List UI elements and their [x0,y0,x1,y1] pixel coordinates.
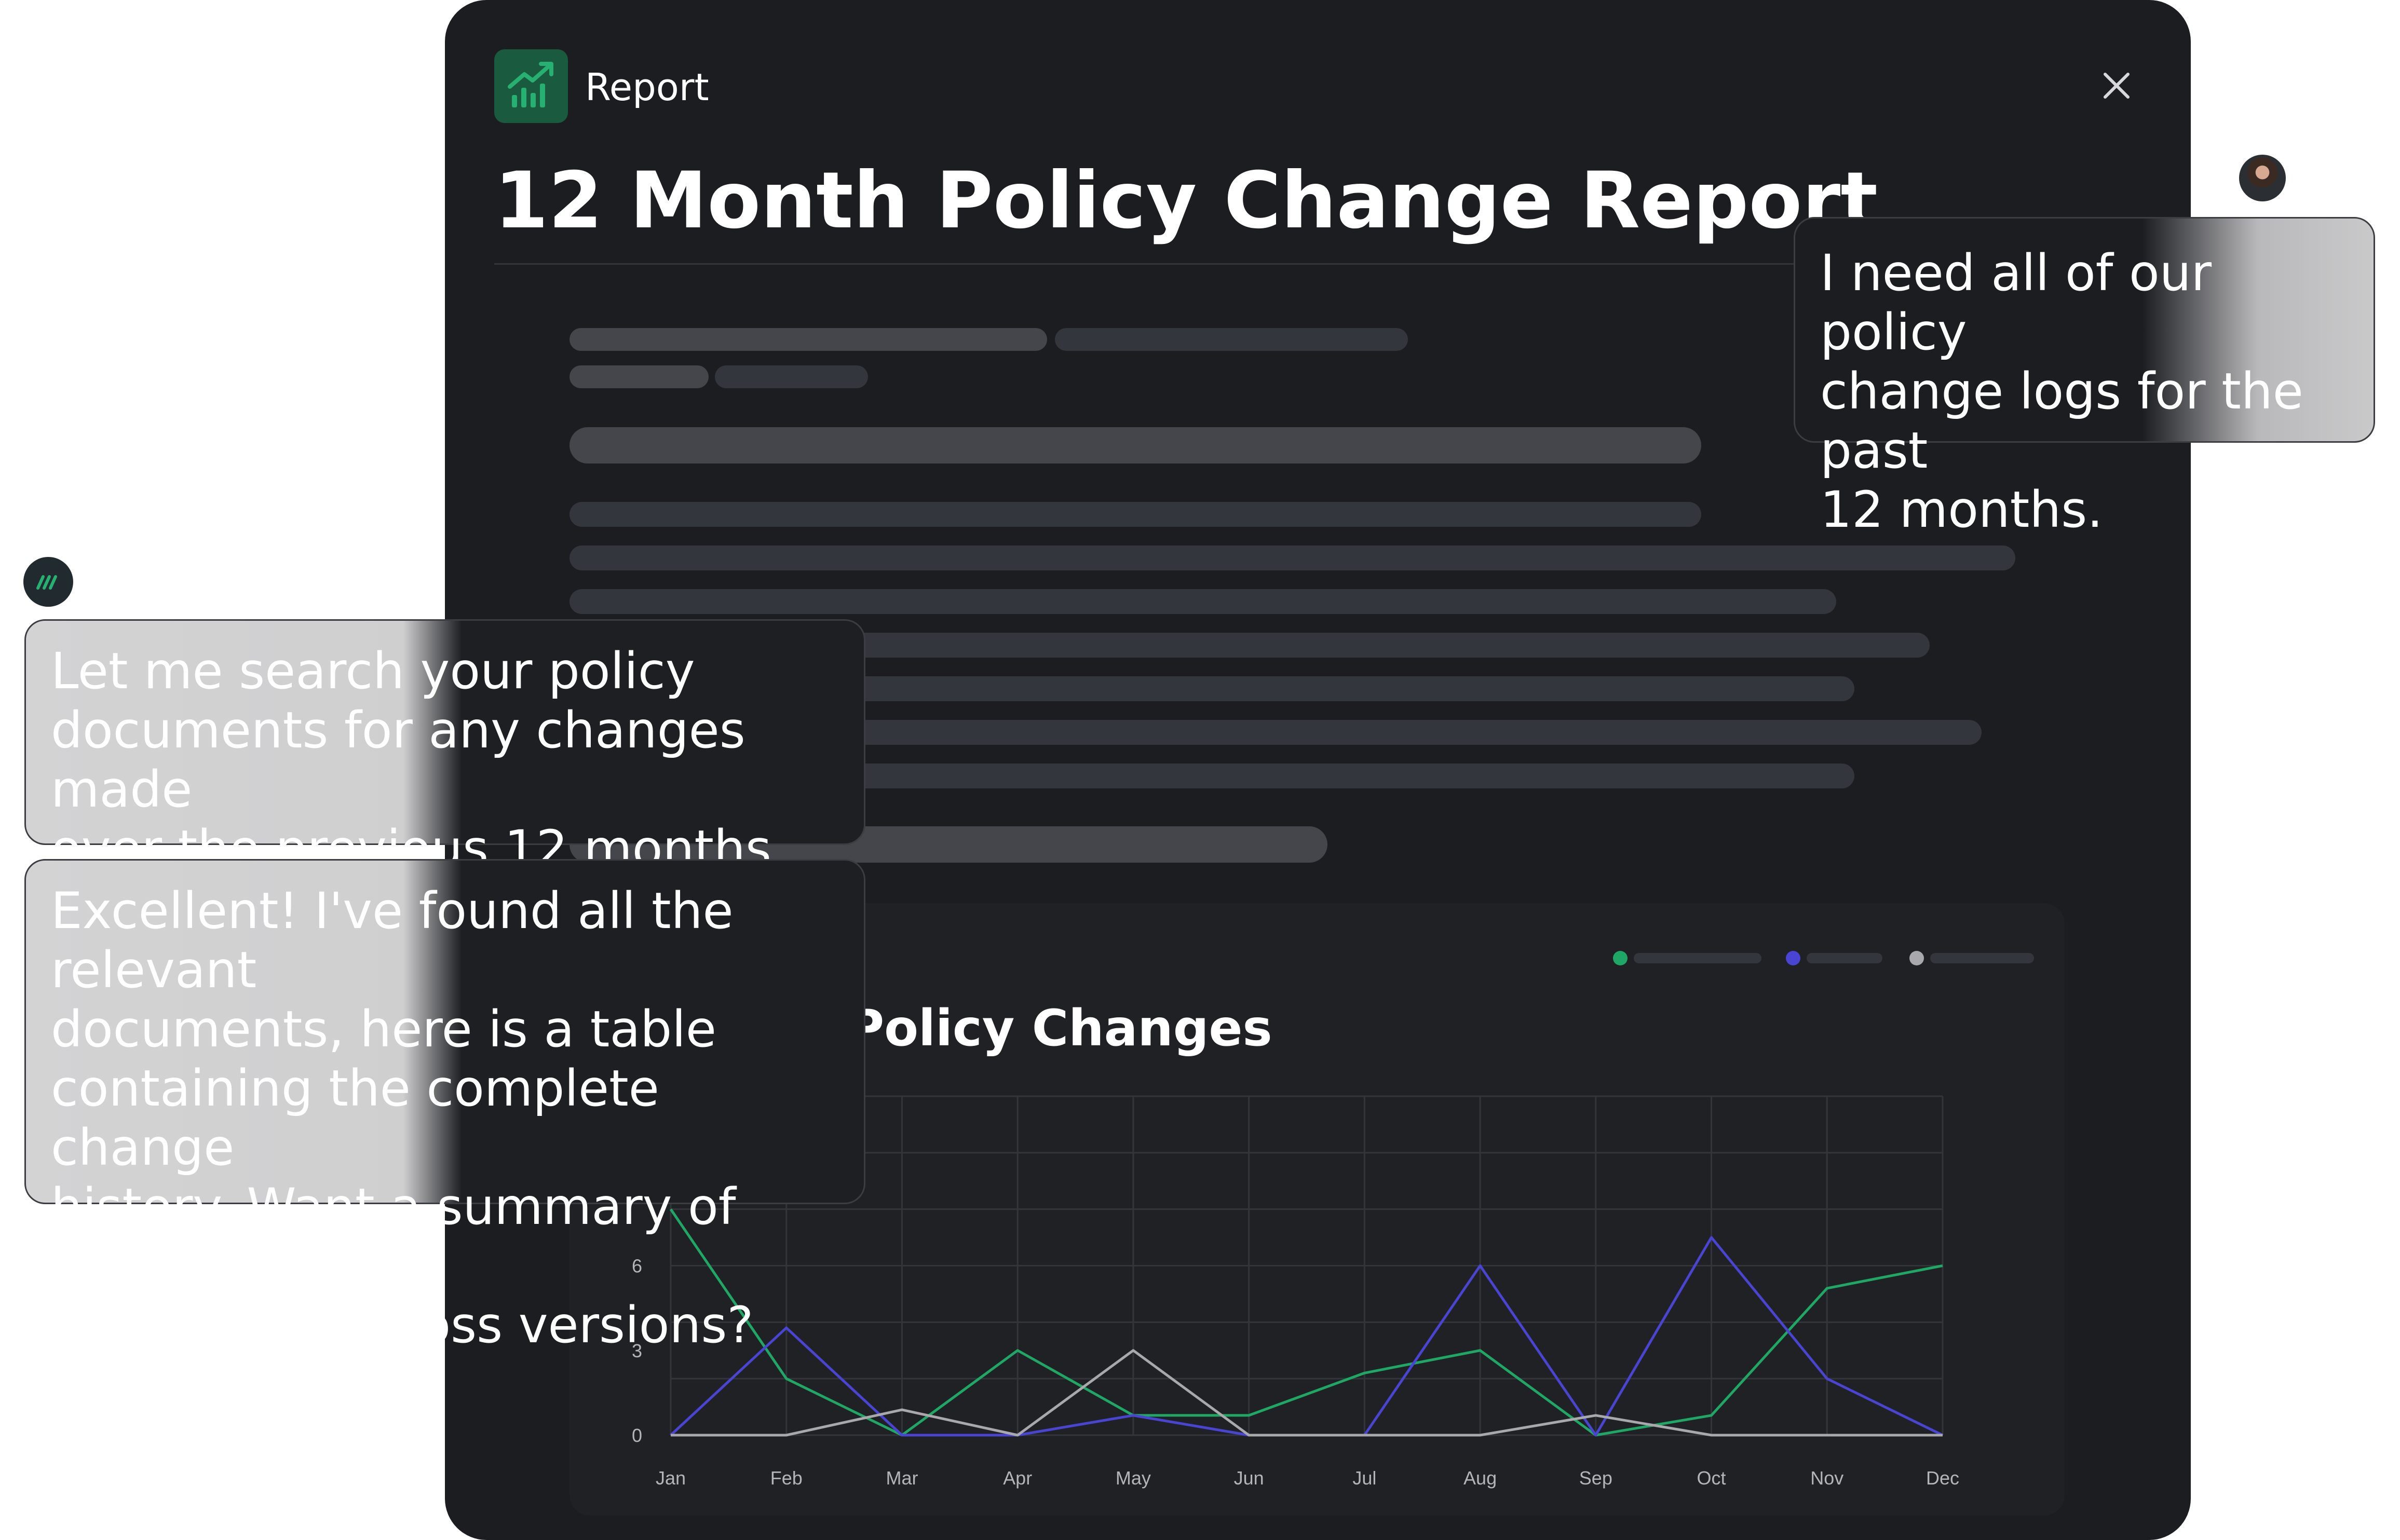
x-tick-label: Feb [770,1467,803,1489]
x-tick-label: Nov [1810,1467,1843,1489]
x-tick-label: Mar [886,1467,918,1489]
legend-dot-blue [1786,951,1800,965]
assistant-message-line: documents for any changes made [51,701,745,819]
header-label: Report [585,65,709,109]
series-line-3 [671,1349,1943,1437]
legend-dot-gray [1909,951,1924,965]
skeleton-line [715,365,868,388]
assistant-message-line: differences across versions? [51,1296,754,1354]
x-tick-label: Oct [1697,1467,1726,1489]
x-tick-label: Apr [1003,1467,1032,1489]
user-message-line: 12 months. [1820,481,2103,539]
user-avatar [2238,153,2287,203]
skeleton-line [570,365,709,388]
x-tick-label: Dec [1926,1467,1959,1489]
assistant-message-line: Let me search your policy [51,642,695,700]
skeleton-line [570,502,1701,527]
assistant-logo-icon [36,575,57,590]
close-button[interactable] [2101,70,2132,101]
legend-label-placeholder [1634,953,1761,963]
report-title: 12 Month Policy Change Report [494,156,1878,246]
skeleton-heading [570,427,1701,464]
close-icon [2104,73,2130,99]
x-tick-label: Aug [1463,1467,1497,1489]
y-tick-label: 0 [632,1425,642,1446]
assistant-message-line: Excellent! I've found all the relevant [51,882,734,999]
skeleton-line [570,546,2015,570]
user-message-line: change logs for the past [1820,362,2303,480]
x-tick-label: Jan [656,1467,686,1489]
assistant-message-bubble: Excellent! I've found all the relevant d… [24,859,865,1354]
assistant-avatar [23,557,73,607]
assistant-message-bubble: Let me search your policy documents for … [24,619,865,878]
x-tick-label: May [1116,1467,1151,1489]
line-chart: Jan Feb Mar Apr May Jun Jul Aug Sep Oct Nov Dec 0 3 6 [632,1095,1959,1489]
skeleton-line [570,589,1836,614]
header-divider [494,263,2139,265]
user-message-line: I need all of our policy [1820,244,2212,361]
trending-up-chart-icon [494,49,568,123]
y-tick-label: 3 [632,1340,642,1361]
chart-card: Dec 2025 Policy Changes Jan Feb Mar Apr May J… [570,903,2065,1516]
legend-label-placeholder [1807,953,1882,963]
series-line-1 [669,1208,1943,1437]
assistant-message-line: documents, here is a table [51,1000,716,1058]
assistant-message-line: history. Want a summary of key [51,1178,736,1295]
series-line-2 [670,1236,1944,1437]
skeleton-line [1055,328,1408,351]
legend-dot-green [1613,951,1628,965]
y-tick-label: 6 [632,1256,642,1277]
x-tick-label: Jul [1352,1467,1376,1489]
skeleton-line [570,328,1047,351]
user-message-bubble: I need all of our policy change logs for… [1794,217,2375,539]
x-tick-label: Sep [1579,1467,1612,1489]
assistant-message-line: containing the complete change [51,1059,659,1177]
x-tick-label: Jun [1234,1467,1264,1489]
legend-label-placeholder [1930,953,2034,963]
